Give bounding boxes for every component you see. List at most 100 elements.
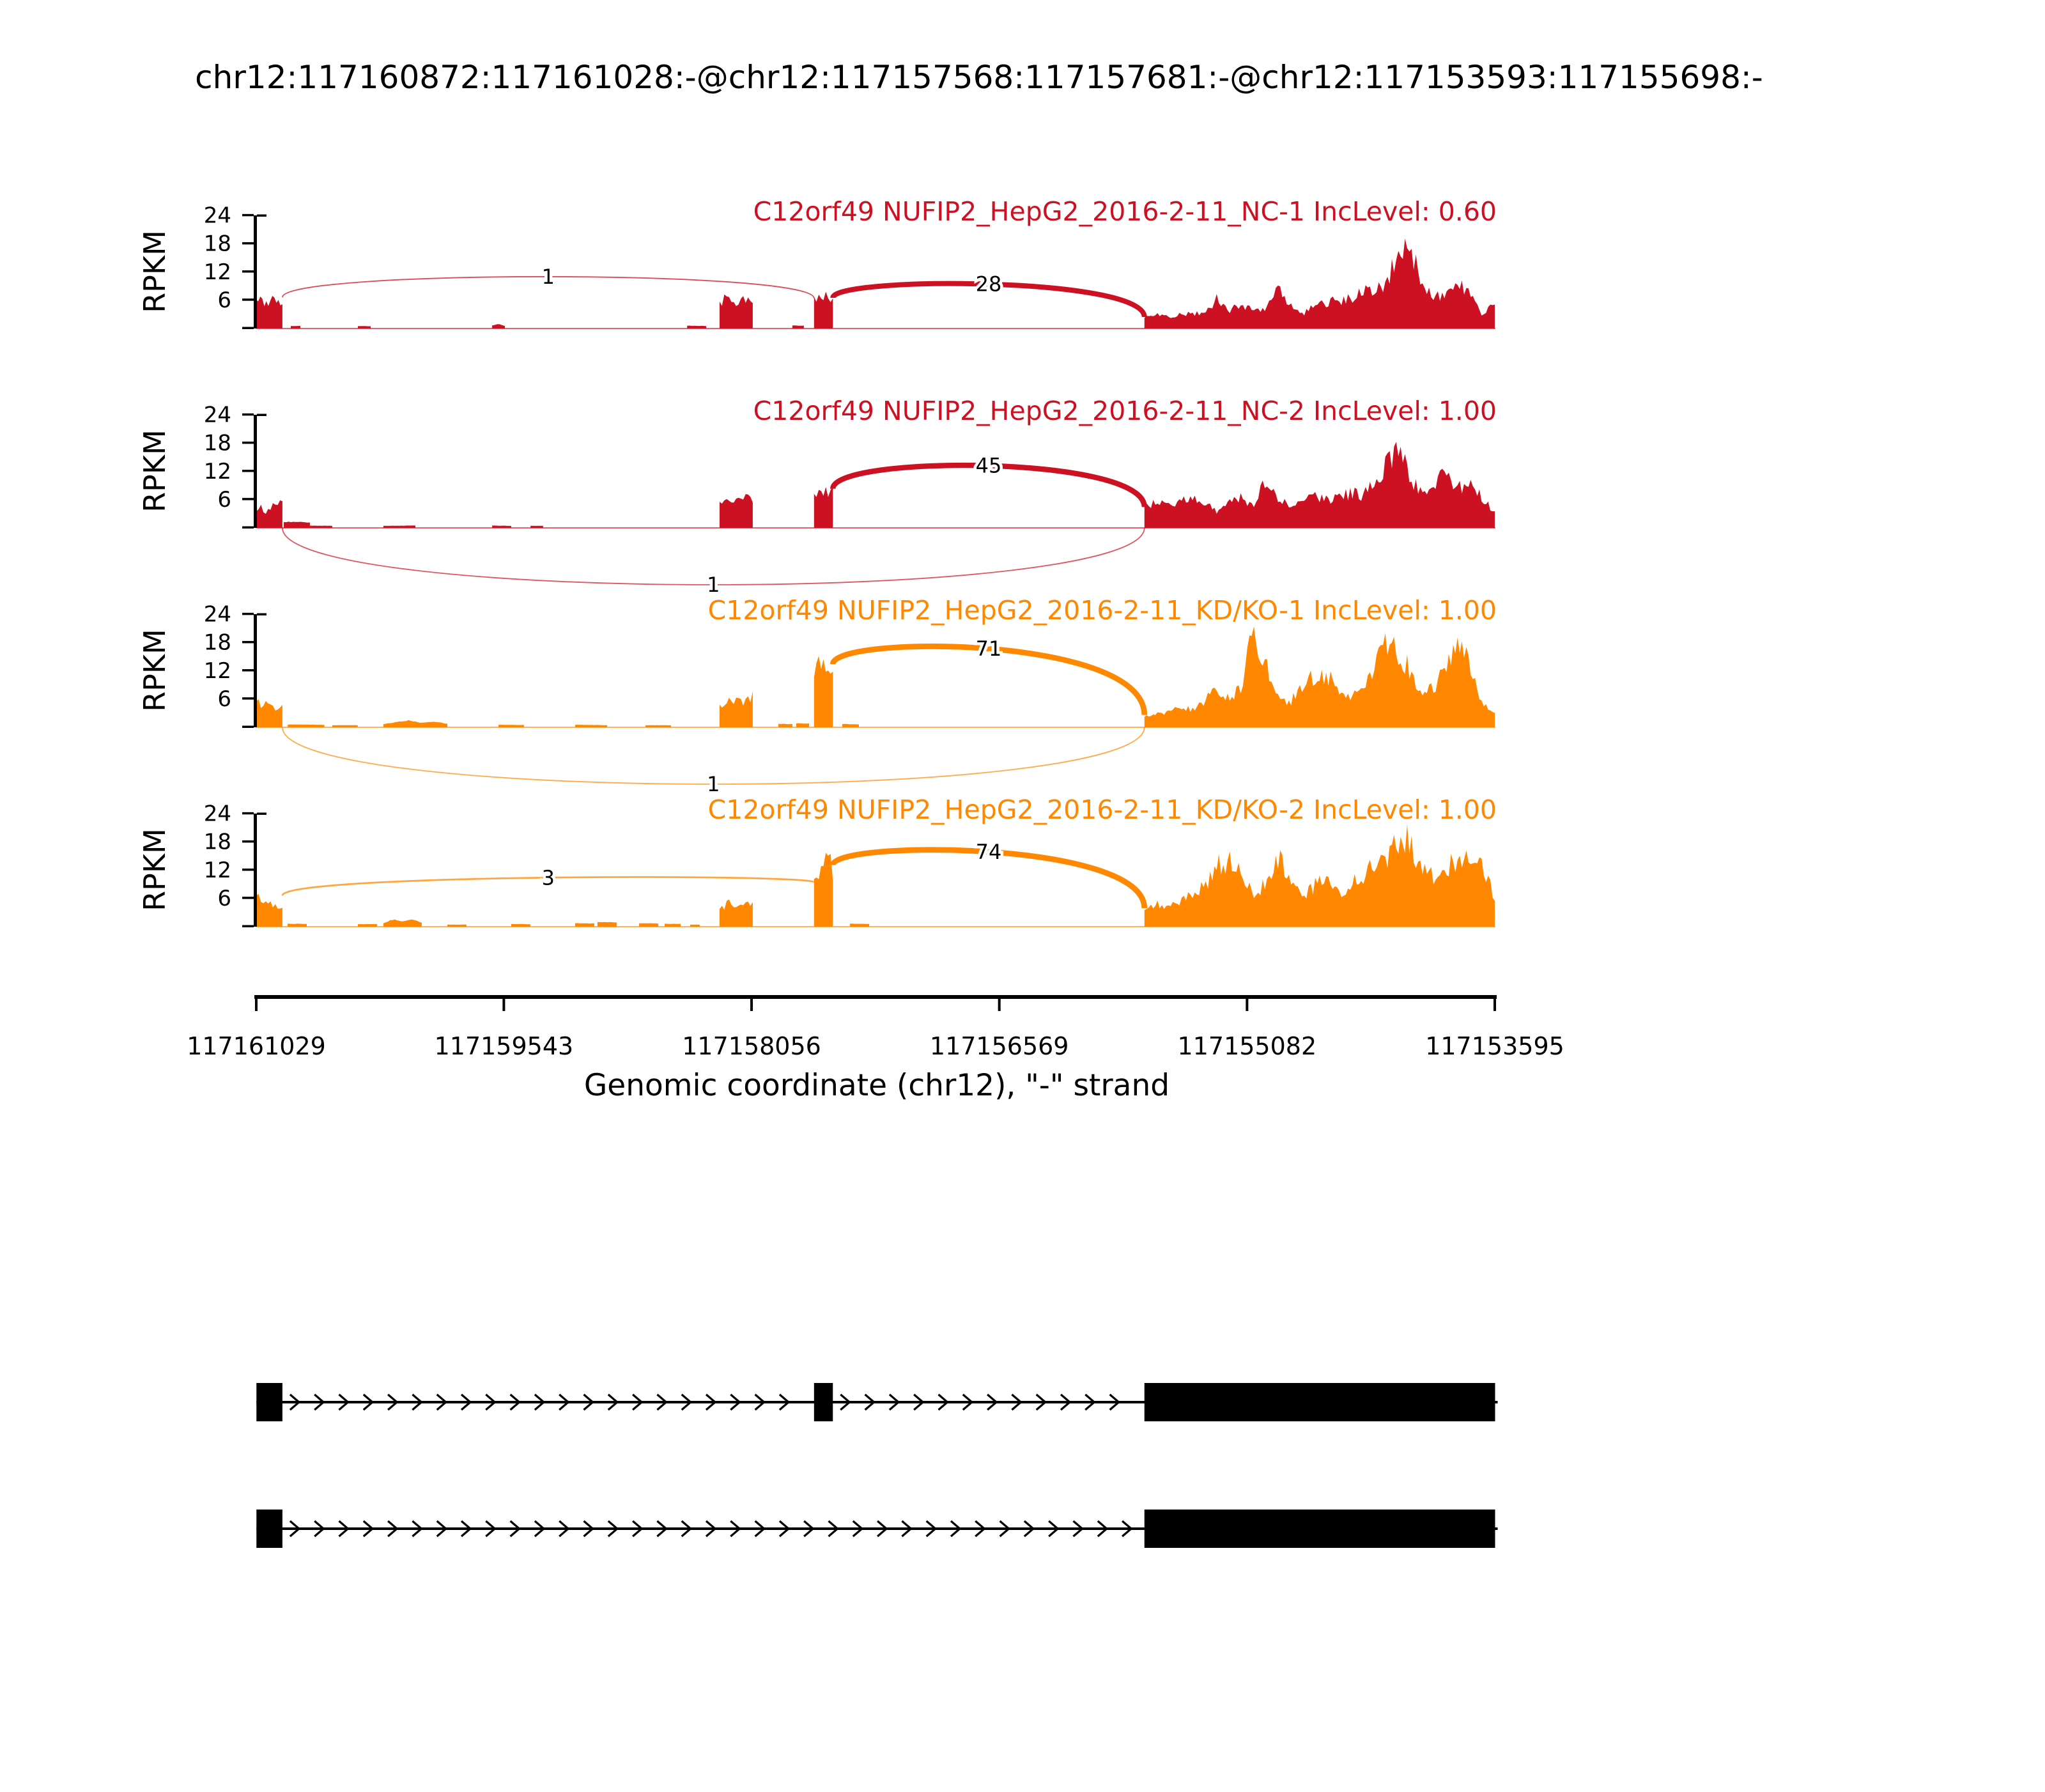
strand-arrow-icon xyxy=(362,1393,374,1411)
x-axis-tick xyxy=(1493,999,1496,1011)
junction-arc-above xyxy=(830,847,1148,909)
coverage-segment xyxy=(256,500,282,528)
y-axis-title: RPKM xyxy=(137,629,172,712)
strand-arrow-icon xyxy=(289,1393,301,1411)
junction-count-label: 74 xyxy=(976,840,1002,864)
y-axis-spine xyxy=(254,215,257,328)
coverage-segment xyxy=(492,525,511,528)
coverage-segment xyxy=(447,924,467,927)
coverage-segment xyxy=(665,923,681,927)
strand-arrow-icon xyxy=(559,1393,570,1411)
coverage-segment xyxy=(814,853,833,927)
track-title: C12orf49 NUFIP2_HepG2_2016-2-11_KD/KO-1 … xyxy=(708,595,1497,626)
strand-arrow-icon xyxy=(1023,1520,1035,1538)
coverage-segment xyxy=(814,291,833,328)
strand-arrow-icon xyxy=(338,1520,350,1538)
strand-arrow-icon xyxy=(460,1520,472,1538)
y-axis-tick xyxy=(242,697,254,700)
coverage-segment xyxy=(842,723,859,727)
coverage-segment xyxy=(358,923,377,927)
strand-arrow-icon xyxy=(975,1520,986,1538)
strand-arrow-icon xyxy=(1072,1520,1084,1538)
strand-arrow-icon xyxy=(485,1520,497,1538)
strand-arrow-icon xyxy=(864,1393,876,1411)
y-axis-top-cap xyxy=(257,812,266,815)
y-axis-spine xyxy=(254,614,257,727)
strand-arrow-icon xyxy=(387,1393,399,1411)
coverage-segment xyxy=(850,923,870,927)
x-axis-bar xyxy=(254,995,1497,999)
coverage-segment xyxy=(332,725,358,727)
y-axis-zero-tick xyxy=(242,725,254,728)
strand-arrow-icon xyxy=(1060,1393,1072,1411)
strand-arrow-icon xyxy=(559,1520,570,1538)
y-axis-zero-tick xyxy=(242,925,254,927)
strand-arrow-icon xyxy=(338,1393,350,1411)
coverage-segment xyxy=(309,525,332,528)
coverage-segment xyxy=(358,326,371,328)
strand-arrow-icon xyxy=(803,1520,815,1538)
coverage-segment xyxy=(291,325,301,328)
y-axis-tick-label: 12 xyxy=(204,459,231,484)
coverage-segment xyxy=(720,899,753,927)
strand-arrow-icon xyxy=(938,1393,949,1411)
strand-arrow-icon xyxy=(534,1520,546,1538)
y-axis-zero-tick xyxy=(242,327,254,329)
y-axis-tick xyxy=(242,413,254,416)
strand-arrow-icon xyxy=(754,1393,766,1411)
coverage-segment xyxy=(530,525,543,528)
coverage-segment xyxy=(498,725,524,727)
strand-arrow-icon xyxy=(289,1520,301,1538)
coverage-segment xyxy=(492,324,505,328)
strand-arrow-icon xyxy=(840,1393,851,1411)
coverage-segment xyxy=(511,923,530,927)
y-axis-tick xyxy=(242,298,254,301)
strand-arrow-icon xyxy=(509,1393,521,1411)
coverage-segment xyxy=(720,294,753,328)
y-axis-tick xyxy=(242,812,254,815)
strand-arrow-icon xyxy=(681,1393,693,1411)
x-axis-tick xyxy=(1246,999,1249,1011)
junction-arc-above xyxy=(282,276,815,299)
coverage-segment xyxy=(383,525,415,528)
y-axis-title: RPKM xyxy=(137,230,172,313)
strand-arrow-icon xyxy=(888,1393,900,1411)
y-axis-tick xyxy=(242,840,254,843)
y-axis-tick-label: 18 xyxy=(204,630,231,656)
coverage-segment xyxy=(645,725,671,727)
y-axis-tick-label: 6 xyxy=(217,288,231,313)
strand-arrow-icon xyxy=(387,1520,399,1538)
strand-arrow-icon xyxy=(436,1393,448,1411)
coverage-segment xyxy=(1144,626,1495,727)
exon-box xyxy=(814,1383,833,1421)
track-2: 1 45 6 12 18 24 RPKM C12orf49 NUFIP2_HepG2_2016… xyxy=(137,396,1497,600)
y-axis-tick xyxy=(242,213,254,217)
y-axis-tick xyxy=(242,640,254,644)
coverage-segment xyxy=(256,699,282,727)
x-axis-tick xyxy=(502,999,505,1011)
y-axis-tick-label: 6 xyxy=(217,686,231,712)
x-axis-tick xyxy=(750,999,753,1011)
coverage-segment xyxy=(575,725,607,727)
exon-box xyxy=(256,1383,282,1421)
coverage-segment xyxy=(288,923,307,927)
strand-arrow-icon xyxy=(656,1520,668,1538)
coverage-segment xyxy=(575,923,594,927)
y-axis-tick xyxy=(242,612,254,615)
junction-count-label: 28 xyxy=(976,272,1002,297)
strand-arrow-icon xyxy=(412,1393,423,1411)
coverage-segment xyxy=(720,494,753,528)
y-axis-tick-label: 12 xyxy=(204,658,231,684)
coverage-segment xyxy=(256,894,282,927)
y-axis-tick-label: 18 xyxy=(204,830,231,855)
y-axis-title: RPKM xyxy=(137,429,172,513)
junction-count-label: 1 xyxy=(707,772,720,796)
strand-arrow-icon xyxy=(730,1520,741,1538)
strand-arrow-icon xyxy=(632,1393,644,1411)
